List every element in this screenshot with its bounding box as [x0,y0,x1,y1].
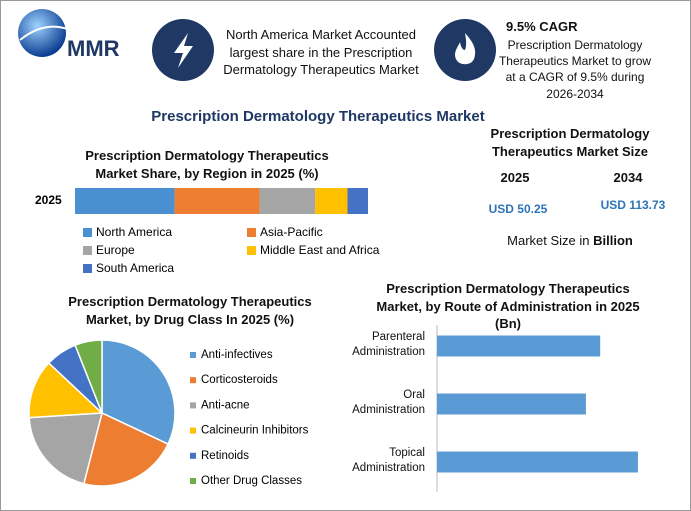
category-label: Parenteral Administration [352,331,425,358]
bar-segment [347,188,368,214]
bar-segment [315,188,348,214]
legend-label: Corticosteroids [201,374,278,386]
size-year: 2025 [500,170,530,185]
category-label: 2025 [35,193,62,207]
legend-swatch [247,246,256,255]
size-note-unit: Billion [593,233,633,248]
size-year: 2034 [613,170,643,185]
pie-slice [74,339,103,414]
category-label: Oral Administration [352,389,425,416]
chart-title: Prescription Dermatology Therapeutics Ma… [68,294,312,327]
legend-swatch [83,264,92,273]
pie-slice [82,411,170,487]
logo-globe [18,9,66,57]
lightning-icon [174,33,193,68]
legend-label: Anti-infectives [201,349,273,361]
legend-label: Other Drug Classes [201,475,302,487]
bar-segment [75,188,175,214]
pie-slice [28,412,103,485]
size-title: Prescription Dermatology Therapeutics Ma… [490,126,650,159]
legend-label: Europe [96,243,135,257]
legend-label: Middle East and Africa [260,243,380,257]
pie-slice [101,339,176,446]
highlight-text: North America Market Accounted largest s… [223,27,419,78]
pie-slice [28,361,104,419]
legend-swatch [190,402,196,409]
legend-label: Retinoids [201,450,249,462]
logo-text: MMR [67,36,120,61]
size-note-text: Market Size in [507,233,590,248]
legend-label: South America [96,261,174,275]
legend-label: Calcineurin Inhibitors [201,425,309,437]
legend-swatch [83,228,92,237]
bar-segment [259,188,316,214]
legend-swatch [190,352,196,358]
bar-segment [174,188,260,214]
legend-label: Asia-Pacific [260,225,323,239]
main-title: Prescription Dermatology Therapeutics Ma… [151,108,485,125]
legend-label: North America [96,225,172,239]
bar [437,393,586,415]
chart-title: Prescription Dermatology Therapeutics Ma… [376,281,640,332]
legend-swatch [190,452,196,459]
size-value: USD 113.73 [600,198,666,212]
logo-swoosh [19,25,71,41]
legend-swatch [190,478,196,484]
bar [437,451,638,473]
category-label: Topical Administration [352,447,425,474]
highlight-title: 9.5% CAGR [506,19,578,34]
size-value: USD 50.25 [488,202,548,216]
chart-title: Prescription Dermatology Therapeutics Ma… [85,148,329,181]
size-note: Market Size in Billion [480,232,660,250]
bar [437,335,601,357]
legend-swatch [190,427,196,434]
legend-label: Anti-acne [201,399,250,411]
flame-icon [455,33,476,65]
legend-swatch [83,246,92,255]
legend-swatch [190,377,196,384]
highlight-text: Prescription Dermatology Therapeutics Ma… [498,38,652,101]
legend-swatch [247,228,256,237]
